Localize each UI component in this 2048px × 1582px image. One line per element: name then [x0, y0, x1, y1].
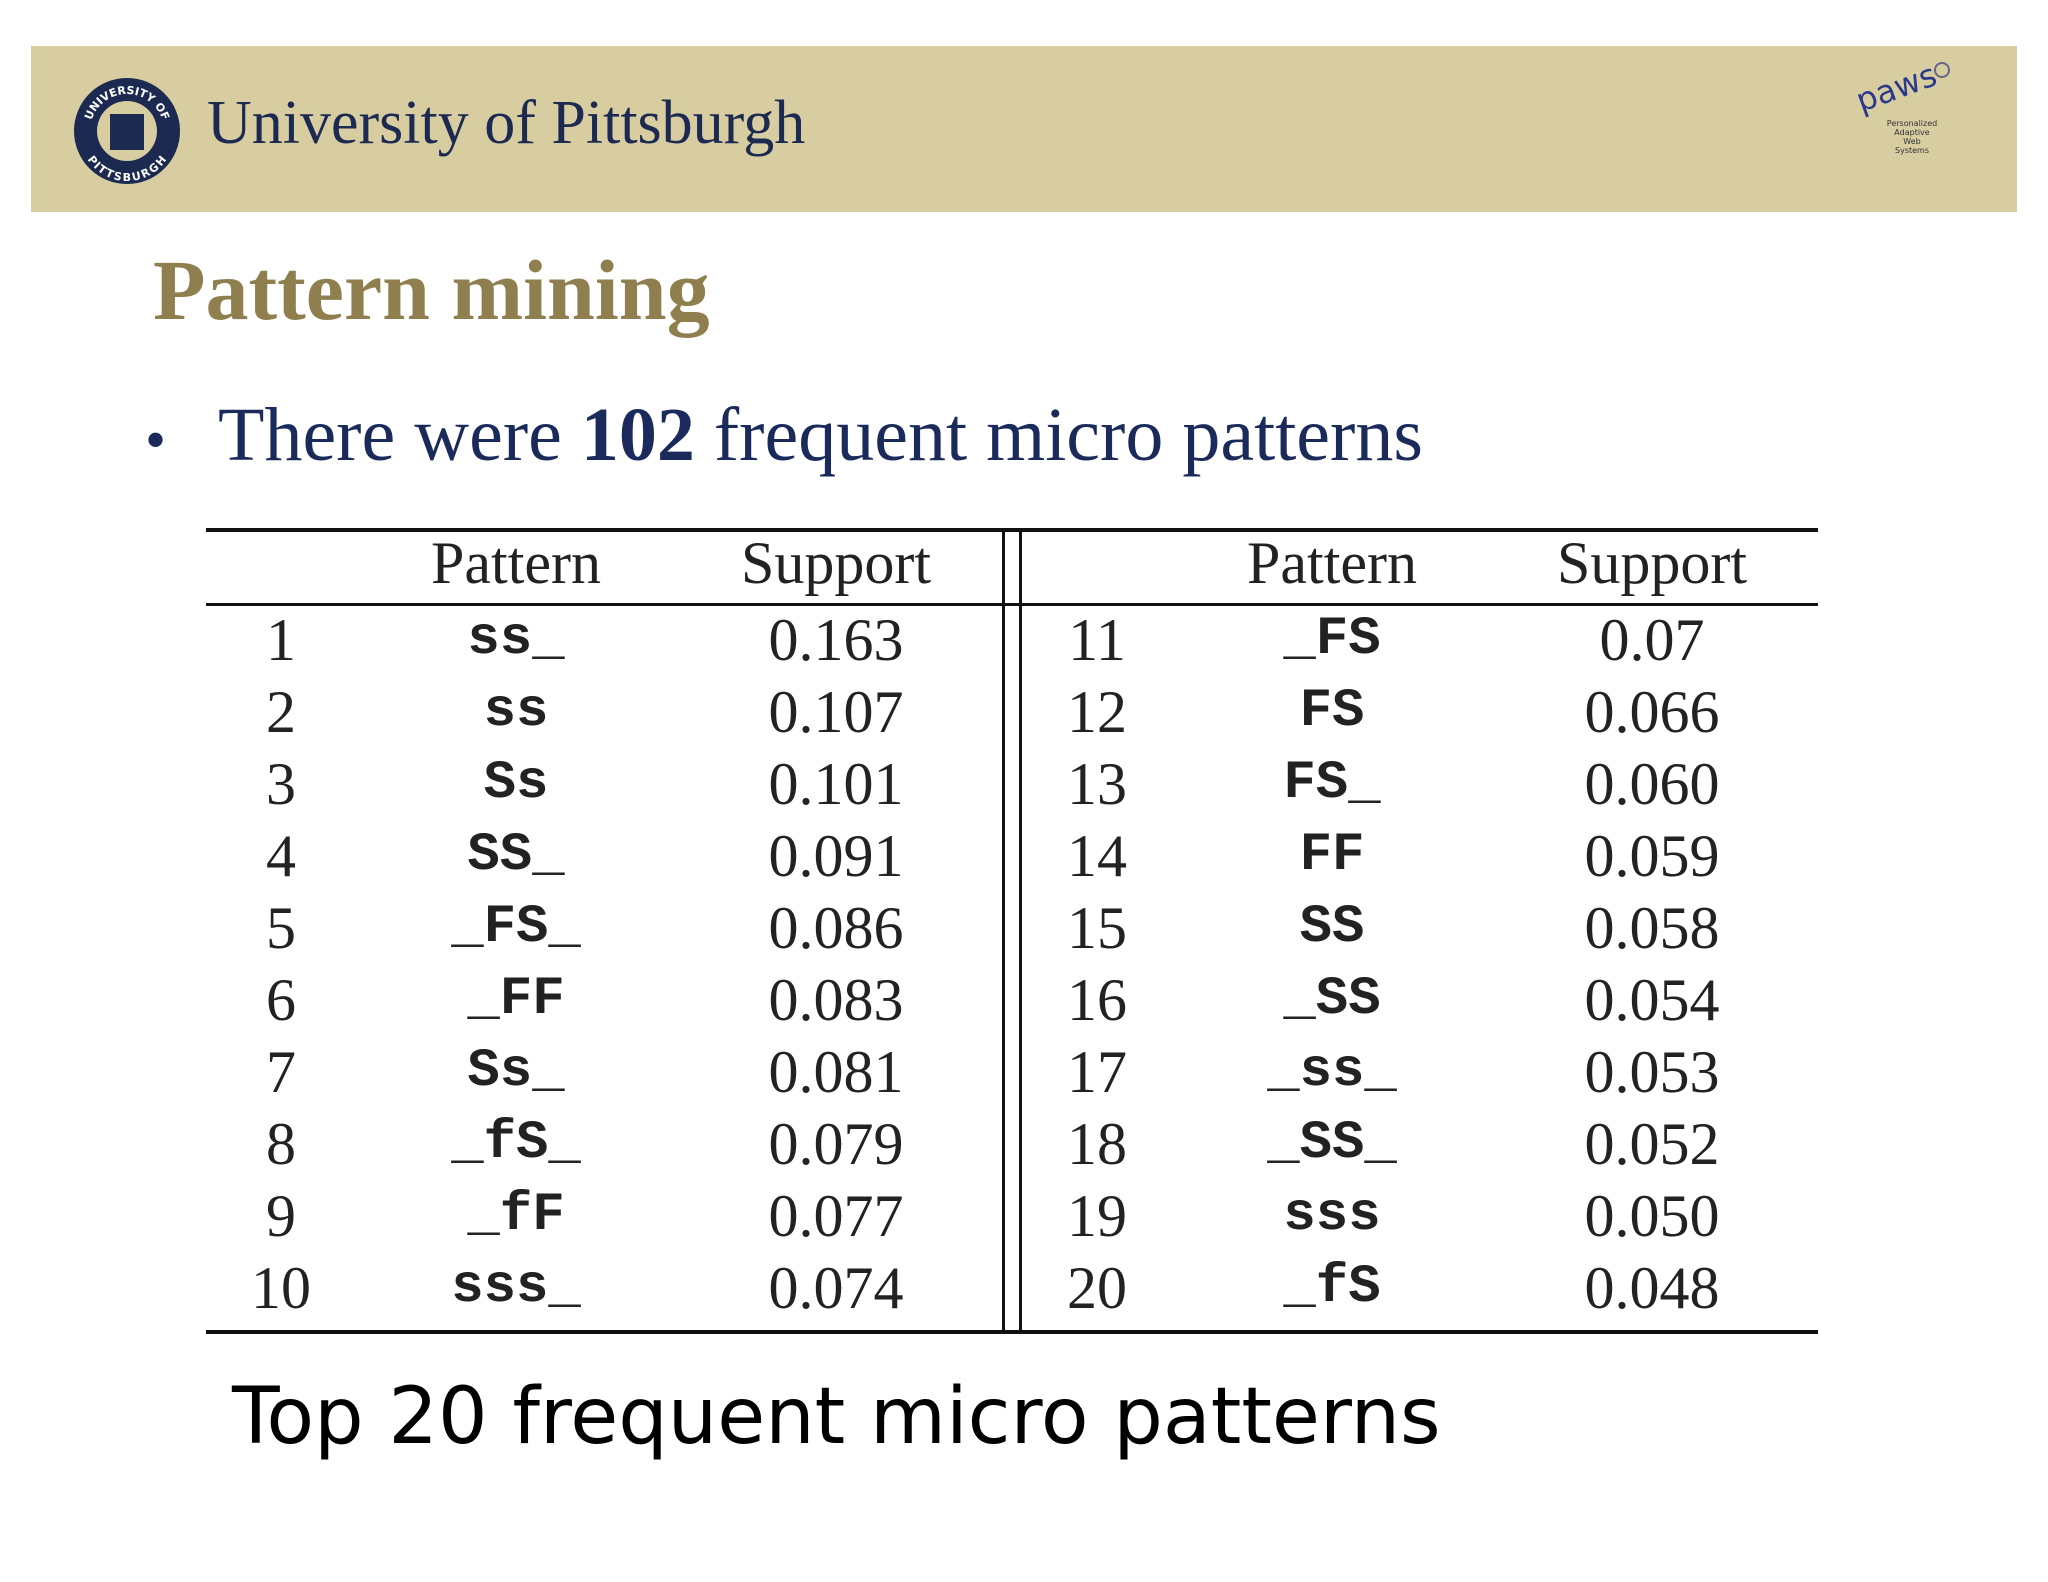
row-number: 12	[1067, 679, 1127, 745]
row-number: 15	[1067, 895, 1127, 961]
support: 0.060	[1584, 751, 1720, 817]
header-title: University of Pittsburgh	[207, 89, 806, 157]
row-number: 5	[266, 895, 296, 961]
table-rule	[206, 603, 1818, 606]
bullet-dot: •	[145, 407, 167, 473]
logo-subtext: Web	[1903, 137, 1920, 146]
pattern: _SS	[1283, 969, 1381, 1030]
support: 0.081	[768, 1039, 904, 1105]
column-header: Pattern	[1247, 530, 1417, 596]
support: 0.083	[768, 967, 904, 1033]
row-number: 16	[1067, 967, 1127, 1033]
support: 0.048	[1584, 1255, 1720, 1321]
pattern: _SS_	[1267, 1113, 1397, 1174]
pattern: _fS	[1283, 1257, 1381, 1318]
support: 0.058	[1584, 895, 1720, 961]
table-rule	[206, 1330, 1818, 1334]
pattern: Ss_	[467, 1041, 565, 1102]
logo-subtext: Personalized	[1887, 119, 1937, 128]
row-number: 4	[266, 823, 296, 889]
pattern: SS	[1299, 897, 1365, 958]
bullet-text: frequent micro patterns	[694, 393, 1423, 477]
row-number: 11	[1068, 607, 1126, 673]
table-rule	[1019, 528, 1022, 1334]
row-number: 10	[251, 1255, 311, 1321]
support: 0.163	[768, 607, 904, 673]
logo-subtext: Systems	[1895, 146, 1929, 155]
slide-title: Pattern mining	[153, 242, 710, 338]
caption: Top 20 frequent micro patterns	[232, 1372, 1441, 1462]
row-number: 3	[266, 751, 296, 817]
support: 0.059	[1584, 823, 1720, 889]
support: 0.054	[1584, 967, 1720, 1033]
university-seal: UNIVERSITY OF PITTSBURGH	[74, 78, 180, 184]
row-number: 18	[1067, 1111, 1127, 1177]
table-rule	[206, 528, 1818, 532]
pattern: SS_	[467, 825, 565, 886]
pattern: ss_	[467, 609, 565, 670]
support: 0.052	[1584, 1111, 1720, 1177]
pattern: _FF	[467, 969, 565, 1030]
support: 0.074	[768, 1255, 904, 1321]
bullet-text: There were	[218, 393, 581, 477]
support: 0.066	[1584, 679, 1720, 745]
bullet-bold: 102	[580, 393, 695, 477]
row-number: 17	[1067, 1039, 1127, 1105]
pattern: FS	[1299, 681, 1365, 742]
support: 0.101	[768, 751, 904, 817]
pattern: Ss	[483, 753, 549, 814]
row-number: 1	[266, 607, 296, 673]
row-number: 6	[266, 967, 296, 1033]
pattern: FF	[1299, 825, 1365, 886]
column-header: Support	[1556, 530, 1748, 596]
table-rule	[1002, 528, 1005, 1334]
support: 0.086	[768, 895, 904, 961]
support: 0.077	[768, 1183, 904, 1249]
pattern: sss_	[451, 1257, 581, 1318]
bullet: • There were 102 frequent micro patterns	[145, 392, 1423, 479]
row-number: 7	[266, 1039, 296, 1105]
support: 0.091	[768, 823, 904, 889]
support: 0.107	[768, 679, 904, 745]
header-band	[31, 46, 2017, 212]
row-number: 9	[266, 1183, 296, 1249]
row-number: 2	[266, 679, 296, 745]
support: 0.053	[1584, 1039, 1720, 1105]
pattern: _FS	[1283, 609, 1381, 670]
row-number: 13	[1067, 751, 1127, 817]
row-number: 8	[266, 1111, 296, 1177]
pattern: _fS_	[451, 1113, 581, 1174]
pattern: sss	[1283, 1185, 1381, 1246]
pattern: FS_	[1283, 753, 1381, 814]
support: 0.079	[768, 1111, 904, 1177]
column-header: Pattern	[431, 530, 601, 596]
row-number: 20	[1067, 1255, 1127, 1321]
pattern: _FS_	[451, 897, 581, 958]
pattern: _ss_	[1267, 1041, 1397, 1102]
pattern: _fF	[467, 1185, 565, 1246]
support: 0.07	[1599, 607, 1705, 673]
pattern: ss	[483, 681, 549, 742]
logo-subtext: Adaptive	[1894, 128, 1929, 137]
column-header: Support	[740, 530, 932, 596]
row-number: 14	[1067, 823, 1127, 889]
support: 0.050	[1584, 1183, 1720, 1249]
row-number: 19	[1067, 1183, 1127, 1249]
